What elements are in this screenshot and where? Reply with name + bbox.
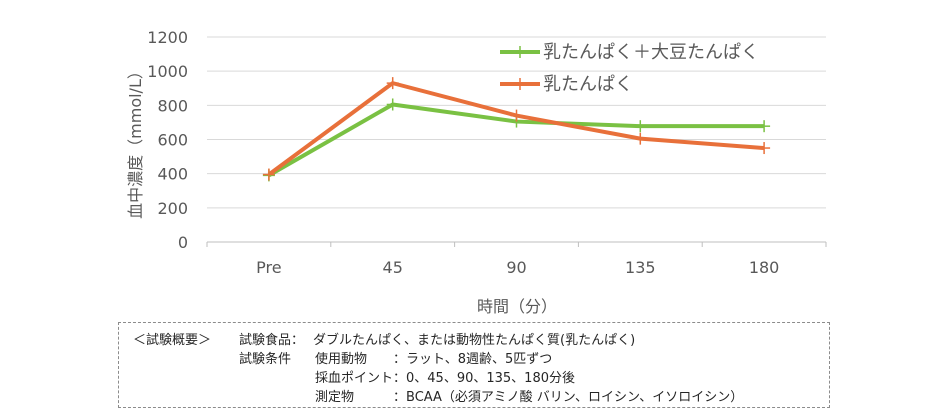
y-tick-label: 200 (157, 199, 188, 218)
data-point (758, 142, 771, 155)
data-point (634, 132, 647, 145)
note-animal: ：ラット、8週齢、5匹ずつ (393, 352, 553, 367)
note-animal-label: 使用動物 (315, 352, 368, 367)
y-tick-label: 0 (178, 233, 188, 252)
x-axis-title: 時間（分） (477, 297, 557, 316)
y-tick-labels: 0 200 400 600 800 1000 1200 (147, 28, 188, 252)
data-point (510, 109, 523, 122)
y-tick-label: 1200 (147, 28, 188, 47)
legend-label-milk: 乳たんぱく (543, 74, 633, 95)
note-food: ダブルたんぱく、または動物性たんぱく質(乳たんぱく) (313, 333, 636, 348)
gridlines (206, 36, 827, 247)
x-tick-label: 45 (383, 258, 403, 277)
y-tick-label: 1000 (147, 62, 188, 81)
test-summary-box: ＜試験概要＞ 試験食品： ダブルたんぱく、または動物性たんぱく質(乳たんぱく) … (118, 322, 830, 408)
line-chart: 0 200 400 600 800 1000 1200 Pre 45 90 135 180 血中濃度… (126, 28, 827, 316)
x-tick-label: 180 (749, 258, 780, 277)
note-sampling: ：0、45、90、135、180分後 (393, 371, 575, 386)
legend: 乳たんぱく＋大豆たんぱく 乳たんぱく (500, 42, 759, 95)
x-tick-label: Pre (256, 258, 281, 277)
series-line-1 (267, 81, 765, 177)
data-point (262, 168, 275, 181)
data-point (634, 120, 647, 133)
x-tick-label: 90 (506, 258, 526, 277)
note-measure-label: 測定物 (315, 390, 355, 405)
note-food-label: 試験食品： (239, 333, 305, 348)
y-tick-label: 800 (157, 96, 188, 115)
y-tick-label: 400 (157, 165, 188, 184)
note-sampling-label: 採血ポイント (315, 371, 394, 386)
legend-item-combined: 乳たんぱく＋大豆たんぱく (500, 42, 759, 63)
x-tick-label: 135 (625, 258, 656, 277)
data-point (386, 77, 399, 90)
legend-item-milk: 乳たんぱく (500, 74, 633, 95)
x-tick-labels: Pre 45 90 135 180 (256, 258, 779, 277)
data-point (758, 120, 771, 133)
note-measure: ：BCAA（必須アミノ酸 バリン、ロイシン、イソロイシン） (393, 390, 744, 405)
y-tick-label: 600 (157, 131, 188, 150)
series-lines (262, 77, 771, 182)
note-heading: ＜試験概要＞ (133, 333, 212, 348)
data-point (386, 98, 399, 111)
note-conditions-label: 試験条件 (239, 352, 292, 367)
y-axis-title: 血中濃度（mmol/L） (126, 63, 145, 219)
legend-label-combined: 乳たんぱく＋大豆たんぱく (543, 42, 759, 63)
